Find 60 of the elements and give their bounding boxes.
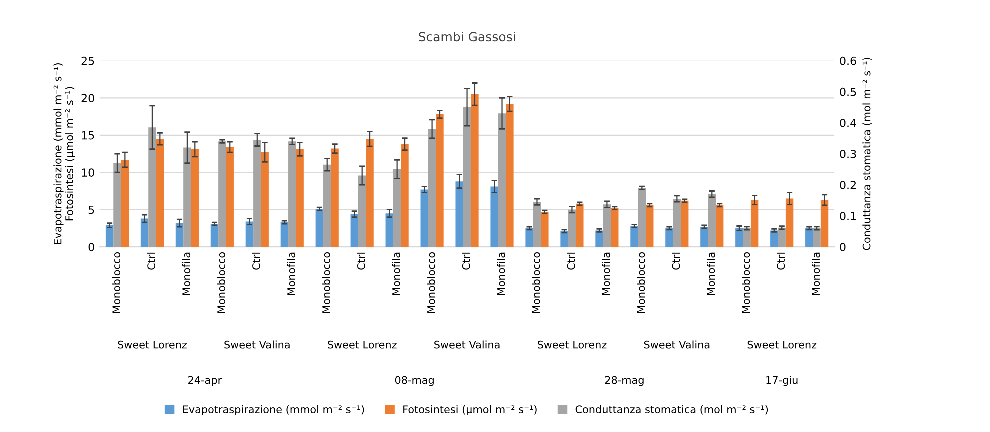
text: 24-apr — [188, 376, 222, 386]
y-tick-label: 15 — [82, 132, 94, 140]
y2-axis-title: Conduttanza stomatica (mol m⁻² s⁻¹) — [862, 58, 872, 250]
y2-tick-label: 0.4 — [840, 118, 856, 128]
text: 17-giu — [766, 376, 798, 386]
bar — [246, 222, 254, 248]
legend-label: Evapotraspirazione (mmol m⁻² s⁻¹) — [183, 405, 364, 416]
x-tick-label: Monofila — [182, 252, 190, 296]
text: Sweet Lorenz — [748, 340, 817, 349]
legend-label: Fotosintesi (µmol m⁻² s⁻¹) — [404, 405, 537, 416]
bar — [280, 222, 289, 248]
x-tick-label: Monoblocco — [427, 252, 436, 313]
bar — [786, 198, 794, 248]
y-axis-title: Evapotraspirazione (mmol m⁻² s⁻¹) Fotosintesi (µmol m⁻² s⁻¹) — [54, 64, 76, 244]
y2-tick-label: 0.6 — [840, 56, 856, 66]
x-tick-label: Monoblocco — [742, 252, 750, 313]
bar — [176, 223, 184, 248]
y-tick-label: 20 — [82, 94, 94, 103]
text: Sweet Lorenz — [328, 340, 397, 349]
x-tick-label: Monoblocco — [637, 252, 646, 313]
text: Sweet Valina — [434, 340, 500, 349]
bar — [210, 224, 219, 248]
x-tick-label: Ctrl — [252, 252, 260, 270]
x-tick-label: Ctrl — [462, 252, 470, 270]
x-tick-label: Ctrl — [777, 252, 786, 270]
x-tick-label: Monofila — [287, 252, 296, 296]
text: Sweet Lorenz — [538, 340, 607, 349]
bar — [140, 218, 149, 248]
text: 28-mag — [605, 376, 644, 386]
x-tick-label: Monofila — [392, 252, 400, 296]
chart-title: Scambi Gassosi — [419, 32, 516, 42]
x-tick-label: Monofila — [707, 252, 716, 296]
x-tick-label: Monoblocco — [217, 252, 226, 313]
x-tick-label: Monoblocco — [112, 252, 120, 313]
x-tick-label: Ctrl — [672, 252, 680, 270]
bar — [820, 200, 829, 248]
y2-tick-label: 0 — [840, 243, 846, 252]
x-tick-label: Ctrl — [147, 252, 156, 270]
text: Sweet Lorenz — [118, 340, 187, 349]
x-tick-label: Monoblocco — [532, 252, 540, 313]
x-tick-label: Monoblocco — [322, 252, 330, 313]
bar — [106, 226, 114, 248]
y2-tick-label: 0.5 — [840, 88, 856, 96]
x-tick-label: Ctrl — [357, 252, 366, 270]
y-tick-label: 5 — [88, 206, 94, 214]
text: 08-mag — [395, 376, 434, 386]
y-tick-label: 10 — [82, 168, 94, 178]
y2-tick-label: 0.2 — [840, 181, 856, 190]
x-tick-label: Monofila — [497, 252, 506, 296]
y-tick-label: 0 — [88, 243, 94, 252]
text: Sweet Valina — [644, 340, 710, 349]
y2-tick-label: 0.3 — [840, 150, 856, 158]
x-tick-label: Monofila — [812, 252, 820, 296]
y2-tick-label: 0.1 — [840, 212, 856, 220]
legend-label: Conduttanza stomatica (mol m⁻² s⁻¹) — [576, 405, 768, 415]
text: Sweet Valina — [224, 340, 290, 349]
y-tick-label: 25 — [82, 56, 94, 66]
x-tick-label: Monofila — [602, 252, 610, 296]
x-tick-label: Ctrl — [567, 252, 576, 270]
bar — [750, 200, 759, 248]
